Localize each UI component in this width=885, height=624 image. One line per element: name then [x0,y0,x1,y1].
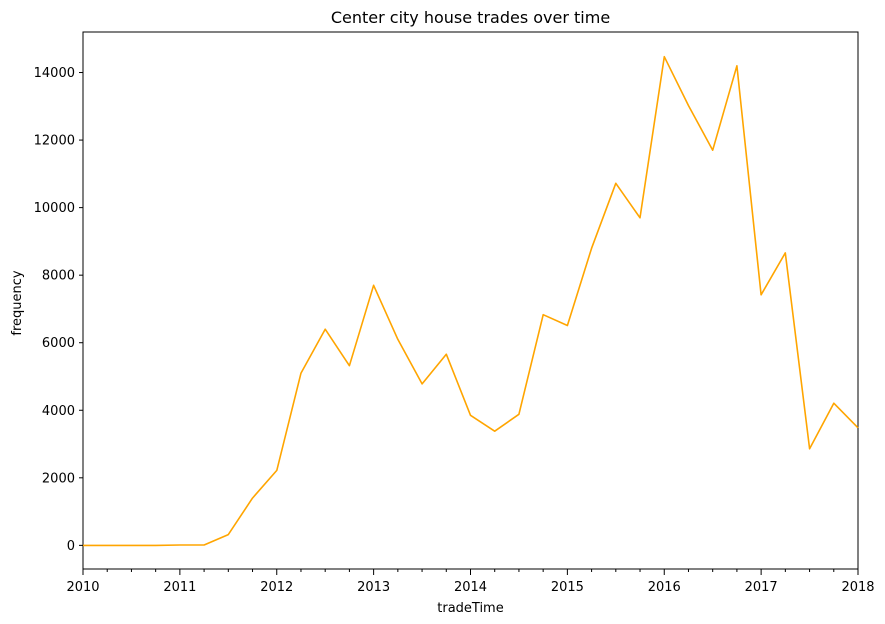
x-axis: 2010 2011 2012 2013 2014 2015 2016 2017 2018 [66,569,875,595]
x-tick-label: 2011 [163,580,196,595]
x-tick-label: 2010 [66,580,99,595]
y-tick-label: 2000 [42,471,75,486]
x-tick-label: 2015 [551,580,584,595]
chart-title: Center city house trades over time [331,8,610,27]
x-tick-label: 2014 [454,580,487,595]
y-tick-label: 12000 [34,134,75,149]
x-tick-label: 2013 [357,580,390,595]
x-tick-label: 2018 [841,580,874,595]
x-axis-minor-ticks [106,569,835,572]
x-tick-label: 2016 [648,580,681,595]
x-axis-label: tradeTime [437,601,503,616]
y-tick-label: 10000 [34,201,75,216]
x-tick-label: 2017 [745,580,778,595]
y-axis: 0 2000 4000 6000 8000 10000 12000 14000 [34,66,83,554]
y-tick-label: 0 [67,539,75,554]
y-tick-label: 14000 [34,66,75,81]
y-tick-label: 4000 [42,404,75,419]
series-line [83,55,859,547]
y-tick-label: 8000 [42,269,75,284]
x-tick-label: 2012 [260,580,293,595]
y-tick-label: 6000 [42,336,75,351]
y-axis-label: frequency [10,270,25,336]
